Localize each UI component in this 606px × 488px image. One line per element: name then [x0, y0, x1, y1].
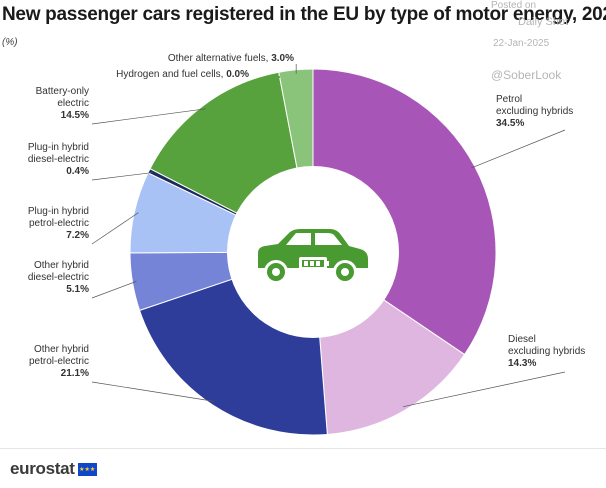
label-other-hybrid-diesel: Other hybrid diesel-electric 5.1%: [27, 260, 89, 295]
footer-separator: [0, 448, 606, 449]
leader-line-0: [470, 129, 566, 169]
leader-line-2: [91, 381, 215, 402]
eu-flag-icon: ★★★: [77, 462, 97, 476]
label-other-alt-fuels: Other alternative fuels, 3.0%: [167, 53, 294, 64]
label-hydrogen: Hydrogen and fuel cells, 0.0%: [116, 69, 249, 80]
leader-line-4: [91, 212, 139, 245]
leader-line-6: [91, 108, 206, 125]
leader-line-5: [91, 172, 153, 181]
label-diesel: Diesel excluding hybrids 14.3%: [508, 334, 586, 369]
slice-0: [312, 68, 497, 356]
leader-line-3: [91, 281, 137, 299]
label-petrol: Petrol excluding hybrids 34.5%: [496, 94, 574, 129]
unit-label: (%): [2, 37, 18, 48]
watermark-handle: @SoberLook: [491, 68, 562, 82]
eurostat-logo: eurostat ★★★: [10, 459, 97, 479]
car-battery-icon: [258, 229, 368, 284]
watermark-posted: Posted on: [491, 0, 537, 11]
label-battery-electric: Battery-only electric 14.5%: [35, 86, 89, 121]
label-plugin-diesel: Plug-in hybrid diesel-electric 0.4%: [27, 142, 89, 177]
label-plugin-petrol: Plug-in hybrid petrol-electric 7.2%: [27, 206, 89, 241]
watermark-date: 22-Jan-2025: [493, 38, 550, 49]
logo-text: eurostat: [10, 459, 75, 478]
watermark-source: Daily Shot: [518, 16, 569, 28]
leader-line-1: [402, 371, 566, 408]
label-other-hybrid-petrol: Other hybrid petrol-electric 21.1%: [28, 344, 89, 379]
chart-title: New passenger cars registered in the EU …: [2, 4, 606, 25]
